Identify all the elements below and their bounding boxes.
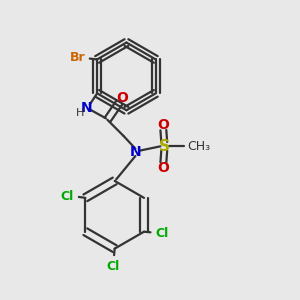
Text: N: N — [130, 145, 141, 159]
Text: Br: Br — [70, 52, 85, 64]
Text: Cl: Cl — [106, 260, 120, 273]
Text: Cl: Cl — [60, 190, 74, 203]
Text: N: N — [81, 101, 93, 115]
Text: S: S — [159, 139, 170, 154]
Text: CH₃: CH₃ — [187, 140, 210, 153]
Text: H: H — [76, 108, 84, 118]
Text: O: O — [158, 160, 169, 175]
Text: O: O — [116, 91, 128, 105]
Text: Cl: Cl — [156, 227, 169, 240]
Text: O: O — [158, 118, 169, 132]
